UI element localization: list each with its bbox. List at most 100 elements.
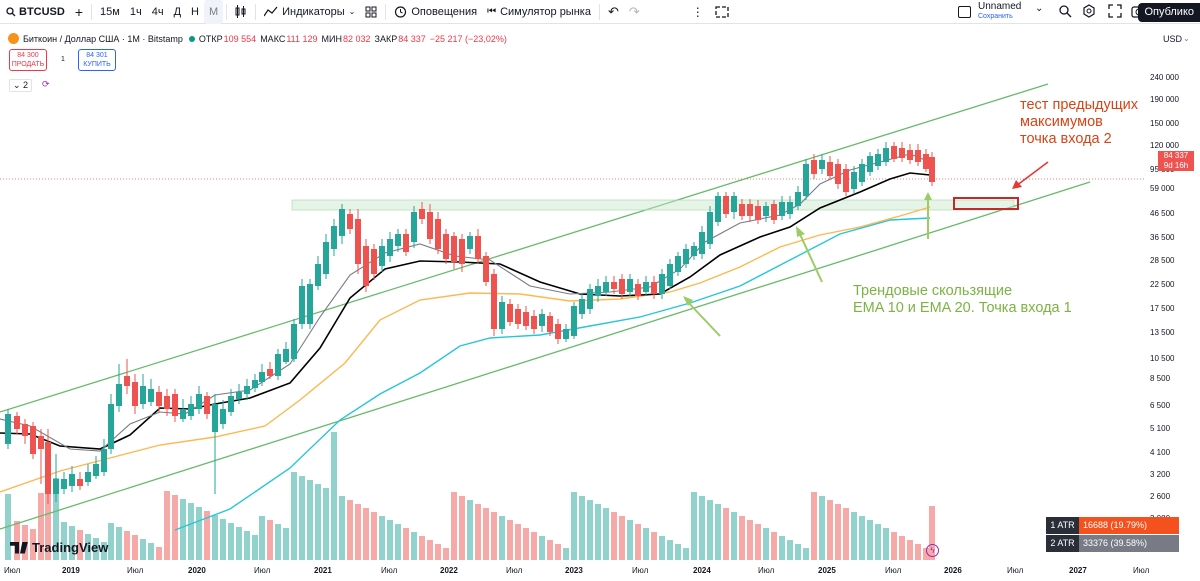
candle[interactable] (867, 156, 873, 172)
candle[interactable] (403, 234, 409, 252)
candle[interactable] (499, 302, 505, 329)
candle[interactable] (275, 354, 281, 376)
candle[interactable] (164, 396, 170, 409)
candle[interactable] (220, 409, 226, 424)
green-arrow-2[interactable] (797, 229, 823, 283)
candle[interactable] (77, 479, 83, 486)
interval-week[interactable]: Н (191, 5, 199, 18)
annotation-entry-2[interactable]: тест предыдущих максимумов точка входа 2 (1020, 97, 1138, 148)
candle[interactable] (132, 382, 138, 406)
screenshot-area-button[interactable] (709, 0, 735, 24)
candle[interactable] (475, 236, 481, 259)
candle[interactable] (851, 172, 857, 189)
candle[interactable] (411, 212, 417, 242)
refresh-icon[interactable]: ⟳ (42, 79, 50, 89)
candle[interactable] (691, 246, 697, 256)
candle[interactable] (45, 442, 51, 494)
candle[interactable] (635, 284, 641, 296)
candle[interactable] (323, 242, 329, 274)
candle[interactable] (715, 196, 721, 222)
candle[interactable] (331, 226, 337, 249)
candle[interactable] (929, 157, 935, 182)
candle[interactable] (116, 384, 122, 406)
candle[interactable] (379, 246, 385, 266)
candle[interactable] (85, 472, 91, 482)
candle[interactable] (827, 162, 833, 176)
symbol-search-button[interactable]: BTCUSD (0, 0, 70, 24)
candle[interactable] (771, 204, 777, 220)
candle[interactable] (579, 299, 585, 314)
publish-button[interactable]: Опублико (1138, 3, 1200, 22)
candle[interactable] (667, 264, 673, 286)
candle[interactable] (259, 372, 265, 382)
candle[interactable] (371, 249, 377, 274)
green-arrow-1[interactable] (684, 298, 721, 337)
candle[interactable] (571, 306, 577, 336)
candle[interactable] (883, 148, 889, 162)
more-button[interactable]: ⋮ (691, 4, 704, 19)
candle[interactable] (811, 160, 817, 174)
candle[interactable] (69, 474, 75, 486)
candle[interactable] (659, 274, 665, 294)
candle[interactable] (763, 206, 769, 216)
candle[interactable] (491, 274, 497, 329)
symbol-title[interactable]: Биткоин / Доллар США · 1М · Bitstamp (23, 33, 183, 44)
candle[interactable] (355, 219, 361, 264)
candle[interactable] (875, 154, 881, 166)
candle[interactable] (859, 164, 865, 182)
interval-15m[interactable]: 15м (100, 5, 120, 18)
candle[interactable] (779, 202, 785, 216)
redo-button[interactable]: ↷ (628, 3, 640, 19)
candle[interactable] (435, 219, 441, 249)
candle[interactable] (101, 449, 107, 472)
candle[interactable] (53, 479, 59, 494)
tradingview-logo[interactable]: TradingView (10, 540, 108, 555)
candle[interactable] (611, 282, 617, 289)
chart-type-button[interactable] (230, 0, 252, 24)
interval-4h[interactable]: 4ч (151, 5, 164, 18)
candle[interactable] (795, 192, 801, 206)
candle[interactable] (244, 386, 250, 394)
candle[interactable] (899, 148, 905, 158)
candle[interactable] (228, 396, 234, 412)
candle[interactable] (483, 256, 489, 282)
candle[interactable] (787, 202, 793, 214)
candle[interactable] (755, 206, 761, 220)
candle[interactable] (140, 386, 146, 404)
fullscreen-icon[interactable] (1108, 4, 1122, 23)
annotation-entry-1[interactable]: Трендовые скользящие EMA 10 и EMA 20. То… (853, 283, 1072, 317)
candle[interactable] (38, 436, 44, 449)
candle[interactable] (803, 164, 809, 196)
buy-button[interactable]: 84 301 КУПИТЬ (78, 49, 116, 71)
currency-chevron-icon[interactable]: ⌄ (1183, 34, 1190, 43)
candle[interactable] (739, 204, 745, 216)
candle[interactable] (835, 164, 841, 184)
candle[interactable] (315, 264, 321, 286)
ema-blue-line[interactable] (174, 217, 931, 531)
candle[interactable] (747, 204, 753, 216)
candle[interactable] (5, 414, 11, 444)
lightning-icon[interactable]: ϟ (926, 544, 939, 557)
candle[interactable] (443, 234, 449, 259)
candle[interactable] (891, 146, 897, 159)
candle[interactable] (196, 394, 202, 409)
candle[interactable] (619, 279, 625, 294)
price-chart[interactable] (0, 24, 1146, 566)
candle[interactable] (188, 404, 194, 416)
candle[interactable] (252, 380, 258, 388)
candle[interactable] (180, 409, 186, 419)
candle[interactable] (683, 249, 689, 264)
candle[interactable] (819, 160, 825, 169)
entry-2-box[interactable] (953, 197, 1019, 210)
indicators-button[interactable]: Индикаторы ⌄ (259, 0, 360, 24)
candle[interactable] (843, 169, 849, 192)
candle[interactable] (212, 404, 218, 432)
templates-button[interactable] (360, 0, 382, 24)
sell-button[interactable]: 84 300 ПРОДАТЬ (9, 49, 47, 71)
settings-gear-icon[interactable] (1082, 4, 1096, 23)
candle[interactable] (363, 246, 369, 286)
undo-button[interactable]: ↶ (607, 3, 619, 19)
candle[interactable] (731, 196, 737, 212)
candle[interactable] (451, 236, 457, 262)
candle[interactable] (387, 239, 393, 256)
